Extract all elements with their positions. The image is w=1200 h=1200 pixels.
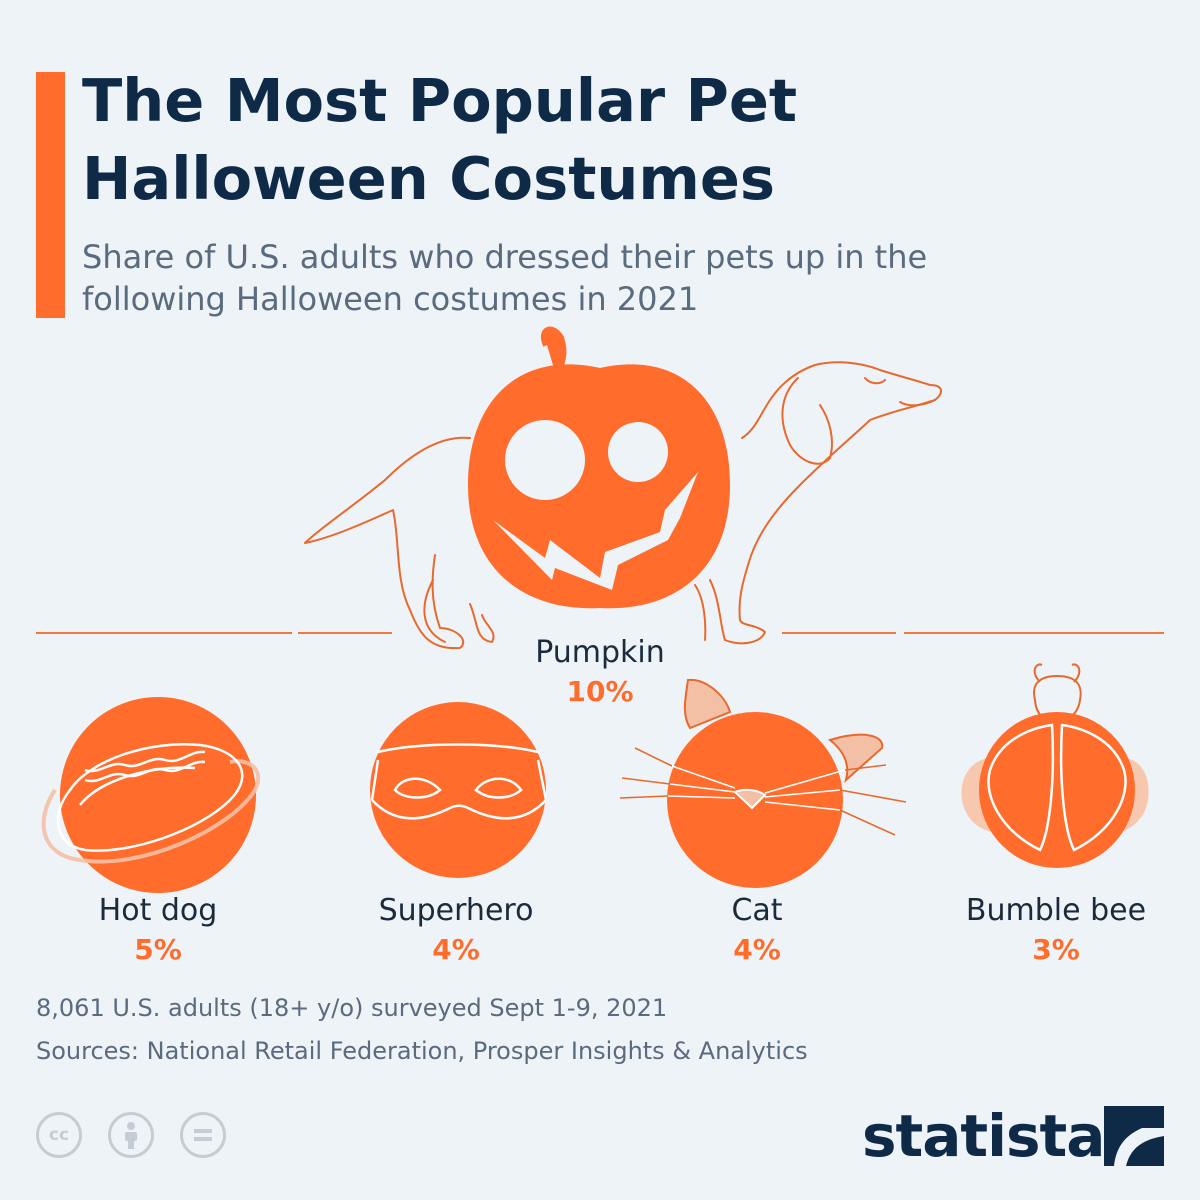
statista-logo-icon	[1104, 1106, 1164, 1166]
chart-title: The Most Popular Pet Halloween Costumes	[82, 66, 798, 213]
pumpkin-dog-icon	[304, 361, 942, 650]
statista-logo[interactable]: statista	[862, 1102, 1105, 1170]
category-value: 10%	[566, 675, 634, 708]
survey-note: 8,061 U.S. adults (18+ y/o) surveyed Sep…	[36, 994, 668, 1022]
superhero-mask-icon	[370, 702, 548, 878]
category-label: Hot dog	[98, 893, 218, 928]
chart-subtitle: Share of U.S. adults who dressed their p…	[82, 238, 928, 318]
category-label: Superhero	[378, 893, 534, 928]
category-value: 4%	[733, 933, 781, 966]
title-accent-bar	[36, 72, 65, 318]
divider-line-right-1	[782, 632, 896, 634]
category-label: Bumble bee	[965, 893, 1147, 928]
divider-line-left-2	[298, 632, 392, 634]
divider-line-right-2	[904, 632, 1164, 634]
creative-commons-icon[interactable]: cc	[36, 1112, 82, 1158]
category-label: Pumpkin	[535, 635, 665, 670]
cat-face-icon	[619, 678, 907, 888]
category-value: 5%	[134, 933, 182, 966]
sources-note: Sources: National Retail Federation, Pro…	[36, 1037, 808, 1065]
category-label: Cat	[731, 893, 783, 928]
equals-icon	[194, 1129, 212, 1141]
pumpkin-icon	[468, 326, 730, 609]
category-value: 3%	[1032, 933, 1080, 966]
attribution-icon[interactable]	[108, 1112, 154, 1158]
person-icon	[125, 1122, 137, 1149]
category-value: 4%	[432, 933, 480, 966]
no-derivatives-icon[interactable]	[180, 1112, 226, 1158]
hot-dog-icon	[41, 697, 261, 893]
bumble-bee-icon	[961, 663, 1149, 868]
divider-line-left-1	[36, 632, 292, 634]
